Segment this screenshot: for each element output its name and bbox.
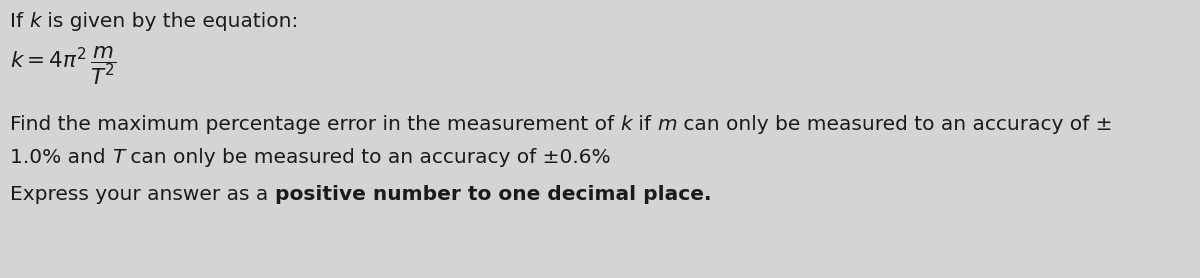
Text: positive number to one decimal place.: positive number to one decimal place.: [275, 185, 712, 204]
Text: can only be measured to an accuracy of ±: can only be measured to an accuracy of ±: [677, 115, 1112, 134]
Text: Find the maximum percentage error in the measurement of: Find the maximum percentage error in the…: [10, 115, 620, 134]
Text: k: k: [620, 115, 632, 134]
Text: can only be measured to an accuracy of ±0.6%: can only be measured to an accuracy of ±…: [125, 148, 611, 167]
Text: m: m: [658, 115, 677, 134]
Text: Express your answer as a: Express your answer as a: [10, 185, 275, 204]
Text: k: k: [30, 12, 41, 31]
Text: 1.0% and: 1.0% and: [10, 148, 112, 167]
Text: If: If: [10, 12, 30, 31]
Text: T: T: [112, 148, 125, 167]
Text: if: if: [632, 115, 658, 134]
Text: is given by the equation:: is given by the equation:: [41, 12, 299, 31]
Text: $k = 4\pi^2\,\dfrac{m}{T^2}$: $k = 4\pi^2\,\dfrac{m}{T^2}$: [10, 45, 116, 87]
